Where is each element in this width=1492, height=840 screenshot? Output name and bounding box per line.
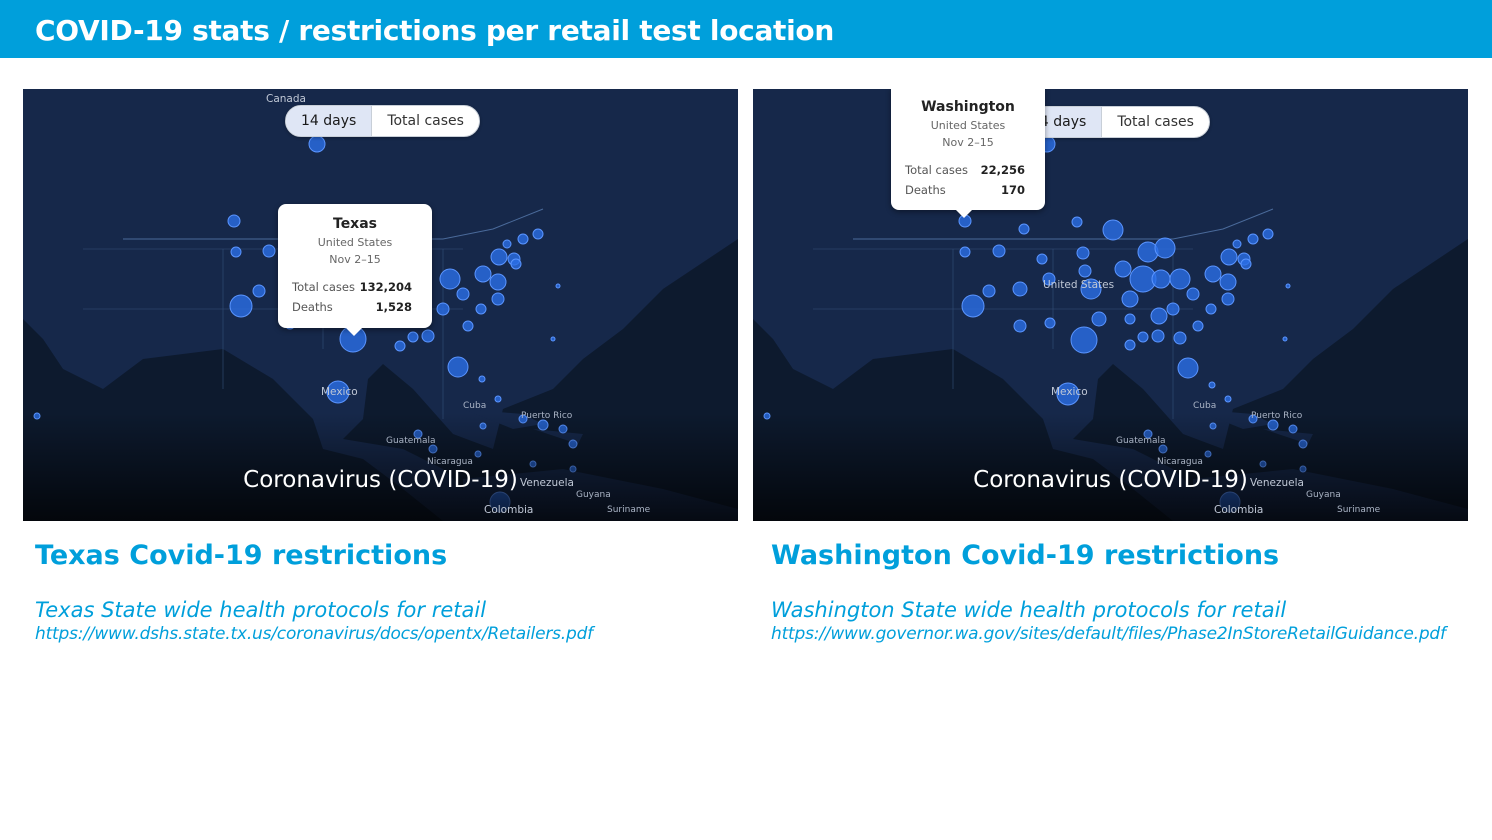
label-venezuela: Venezuela — [1250, 477, 1304, 489]
label-mexico: Mexico — [321, 386, 358, 398]
time-range-toggle[interactable]: 14 days Total cases — [1015, 106, 1210, 138]
label-canada: Canada — [266, 93, 306, 105]
label-venezuela: Venezuela — [520, 477, 574, 489]
video-caption: Coronavirus (COVID-19) — [243, 467, 518, 493]
label-colombia: Colombia — [1214, 504, 1264, 516]
header-bar: COVID-19 stats / restrictions per retail… — [0, 0, 1492, 58]
tooltip-total-cases-row: Total cases 22,256 — [891, 163, 1045, 177]
tooltip-country: United States — [317, 236, 393, 249]
tooltip-country: United States — [930, 119, 1006, 132]
total-cases-value: 22,256 — [980, 163, 1025, 177]
texas-url-link[interactable]: https://www.dshs.state.tx.us/coronavirus… — [35, 624, 593, 644]
state-tooltip: Washington United States Nov 2–15 Total … — [891, 89, 1045, 218]
tooltip-date-range: Nov 2–15 — [329, 253, 381, 266]
deaths-label: Deaths — [292, 300, 333, 314]
label-nicaragua: Nicaragua — [1157, 457, 1203, 467]
washington-protocol-link[interactable]: Washington State wide health protocols f… — [771, 598, 1287, 622]
label-puerto-rico: Puerto Rico — [521, 411, 573, 421]
covid-map[interactable] — [753, 89, 1468, 521]
label-puerto-rico: Puerto Rico — [1251, 411, 1303, 421]
label-guatemala: Guatemala — [1116, 436, 1166, 446]
tooltip-title: Washington — [921, 99, 1015, 115]
label-cuba: Cuba — [1193, 401, 1217, 411]
page-title: COVID-19 stats / restrictions per retail… — [35, 14, 834, 47]
label-nicaragua: Nicaragua — [427, 457, 473, 467]
video-caption: Coronavirus (COVID-19) — [973, 467, 1248, 493]
label-guatemala: Guatemala — [386, 436, 436, 446]
label-suriname: Suriname — [607, 505, 651, 515]
tooltip-pointer — [955, 209, 973, 218]
toggle-14-days[interactable]: 14 days — [286, 106, 373, 136]
texas-protocol-link[interactable]: Texas State wide health protocols for re… — [35, 598, 487, 622]
state-tooltip: Texas United States Nov 2–15 Total cases… — [278, 204, 432, 336]
total-cases-value: 132,204 — [359, 280, 412, 294]
washington-section-title: Washington Covid-19 restrictions — [771, 540, 1280, 571]
label-mexico: Mexico — [1051, 386, 1088, 398]
washington-map-panel[interactable]: United States Mexico Cuba Puerto Rico Gu… — [753, 89, 1468, 521]
total-cases-label: Total cases — [905, 163, 968, 177]
toggle-total-cases[interactable]: Total cases — [1117, 114, 1194, 130]
deaths-label: Deaths — [905, 183, 946, 197]
label-cuba: Cuba — [463, 401, 487, 411]
label-colombia: Colombia — [484, 504, 534, 516]
tooltip-date-range: Nov 2–15 — [942, 136, 994, 149]
deaths-value: 170 — [1000, 183, 1025, 197]
deaths-value: 1,528 — [375, 300, 412, 314]
label-suriname: Suriname — [1337, 505, 1381, 515]
tooltip-pointer — [345, 327, 363, 336]
tooltip-deaths-row: Deaths 1,528 — [278, 300, 432, 314]
total-cases-label: Total cases — [292, 280, 355, 294]
tooltip-title: Texas — [333, 216, 377, 232]
label-guyana: Guyana — [1306, 490, 1341, 500]
toggle-total-cases[interactable]: Total cases — [387, 113, 464, 129]
texas-section-title: Texas Covid-19 restrictions — [35, 540, 448, 571]
tooltip-total-cases-row: Total cases 132,204 — [278, 280, 432, 294]
tooltip-deaths-row: Deaths 170 — [891, 183, 1045, 197]
time-range-toggle[interactable]: 14 days Total cases — [285, 105, 480, 137]
texas-map-panel[interactable]: Canada Mexico Cuba Puerto Rico Guatemala… — [23, 89, 738, 521]
washington-url-link[interactable]: https://www.governor.wa.gov/sites/defaul… — [771, 624, 1446, 644]
label-guyana: Guyana — [576, 490, 611, 500]
label-united-states: United States — [1043, 279, 1115, 291]
